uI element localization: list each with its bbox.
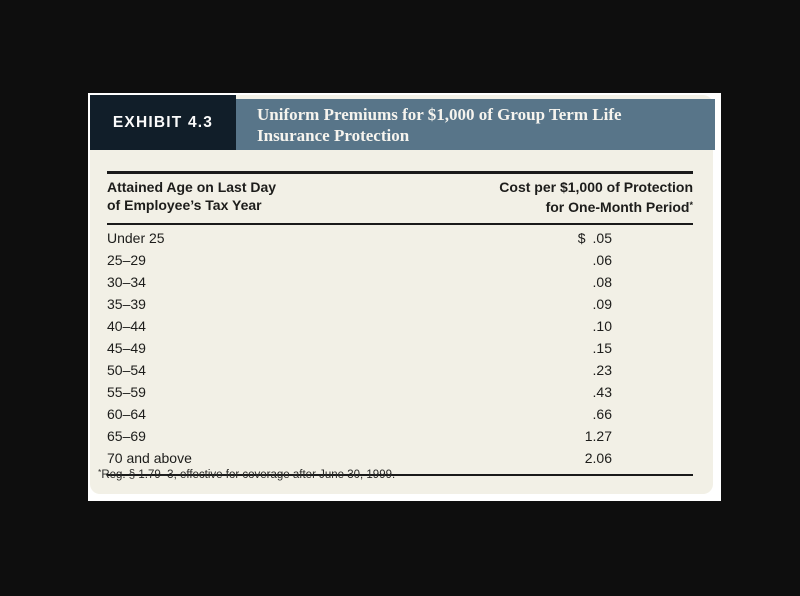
exhibit-card-frame: EXHIBIT 4.3 Uniform Premiums for $1,000 … [88, 93, 721, 501]
exhibit-card: EXHIBIT 4.3 Uniform Premiums for $1,000 … [90, 95, 715, 494]
cost-value: .09 [592, 296, 612, 312]
table-header-row: Attained Age on Last Day of Employee’s T… [107, 174, 693, 223]
cost-cell: 1.27 [392, 428, 693, 444]
exhibit-title-bar: Uniform Premiums for $1,000 of Group Ter… [236, 99, 715, 150]
cost-cell: .66 [392, 406, 693, 422]
cost-value: .08 [592, 274, 612, 290]
column-header-cost-line2: for One-Month Period* [545, 199, 693, 215]
table-row: 35–39 .09 [107, 293, 693, 315]
cost-value: .06 [592, 252, 612, 268]
age-cell: 60–64 [107, 406, 146, 422]
exhibit-number-label: EXHIBIT 4.3 [112, 113, 214, 131]
exhibit-title: Uniform Premiums for $1,000 of Group Ter… [257, 105, 622, 145]
cost-cell: .08 [392, 274, 693, 290]
cost-cell: .15 [392, 340, 693, 356]
cost-value: .05 [592, 230, 612, 246]
footnote-text: Reg. § 1.79–3, effective for coverage af… [101, 469, 396, 481]
age-cell: 30–34 [107, 274, 146, 290]
age-cell: Under 25 [107, 230, 165, 246]
age-cell: 70 and above [107, 450, 192, 466]
table-row: 70 and above 2.06 [107, 447, 693, 469]
cost-value: .10 [592, 318, 612, 334]
cost-cell: .43 [392, 384, 693, 400]
age-cell: 50–54 [107, 362, 146, 378]
premiums-table: Attained Age on Last Day of Employee’s T… [107, 171, 693, 476]
table-bottom-rule [107, 474, 693, 476]
age-cell: 65–69 [107, 428, 146, 444]
cost-value: 2.06 [584, 450, 612, 466]
column-header-age: Attained Age on Last Day of Employee’s T… [107, 178, 276, 216]
cost-cell: .06 [392, 252, 693, 268]
table-row: 65–69 1.27 [107, 425, 693, 447]
column-header-cost: Cost per $1,000 of Protection for One-Mo… [499, 178, 693, 216]
cost-cell: .10 [392, 318, 693, 334]
table-top-rule [107, 171, 693, 174]
footnote-marker: * [98, 467, 102, 477]
cost-cell: 2.06 [392, 450, 693, 466]
column-header-age-line1: Attained Age on Last Day [107, 179, 277, 195]
cost-value: 1.27 [584, 428, 612, 444]
table-row: 30–34 .08 [107, 271, 693, 293]
exhibit-number-box: EXHIBIT 4.3 [90, 95, 236, 150]
cost-value: .66 [592, 406, 612, 422]
age-cell: 35–39 [107, 296, 146, 312]
age-cell: 40–44 [107, 318, 146, 334]
table-row: 25–29 .06 [107, 249, 693, 271]
age-cell: 55–59 [107, 384, 146, 400]
cost-cell: .23 [392, 362, 693, 378]
cost-value: .43 [592, 384, 612, 400]
table-row: 55–59 .43 [107, 381, 693, 403]
table-row: 45–49 .15 [107, 337, 693, 359]
cost-cell: .09 [392, 296, 693, 312]
table-row: Under 25 $ .05 [107, 227, 693, 249]
table-row: 60–64 .66 [107, 403, 693, 425]
age-cell: 45–49 [107, 340, 146, 356]
cost-cell: $ .05 [392, 230, 693, 246]
cost-value: .15 [592, 340, 612, 356]
footnote-reference-marker: * [689, 200, 693, 210]
footnote: *Reg. § 1.79–3, effective for coverage a… [98, 467, 395, 481]
table-row: 50–54 .23 [107, 359, 693, 381]
currency-symbol: $ [577, 230, 586, 246]
table-header-rule [107, 223, 693, 225]
cost-value: .23 [592, 362, 612, 378]
table-row: 40–44 .10 [107, 315, 693, 337]
column-header-cost-line1: Cost per $1,000 of Protection [499, 179, 693, 195]
age-cell: 25–29 [107, 252, 146, 268]
column-header-age-line2: of Employee’s Tax Year [107, 197, 262, 213]
table-body: Under 25 $ .05 25–29 .06 30–34 .08 35–39 … [107, 225, 693, 469]
